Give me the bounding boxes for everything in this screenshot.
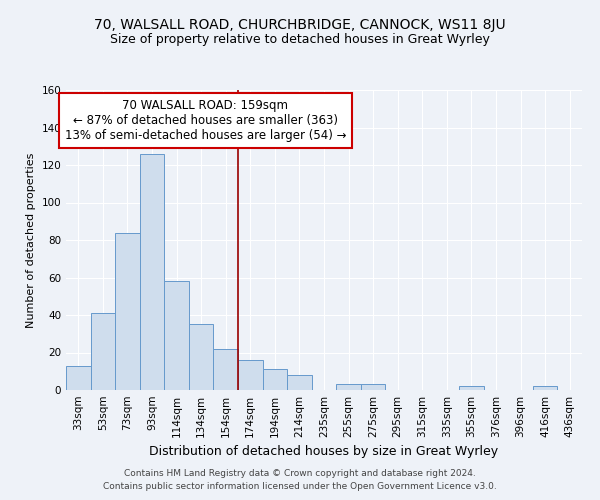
Bar [459,386,484,390]
Bar [287,375,312,390]
Bar [66,366,91,390]
Text: 70, WALSALL ROAD, CHURCHBRIDGE, CANNOCK, WS11 8JU: 70, WALSALL ROAD, CHURCHBRIDGE, CANNOCK,… [94,18,506,32]
Bar [91,313,115,390]
X-axis label: Distribution of detached houses by size in Great Wyrley: Distribution of detached houses by size … [149,446,499,458]
Bar [189,324,214,390]
Text: 70 WALSALL ROAD: 159sqm
← 87% of detached houses are smaller (363)
13% of semi-d: 70 WALSALL ROAD: 159sqm ← 87% of detache… [65,99,346,142]
Bar [238,360,263,390]
Text: Size of property relative to detached houses in Great Wyrley: Size of property relative to detached ho… [110,32,490,46]
Bar [214,349,238,390]
Bar [164,281,189,390]
Bar [115,232,140,390]
Bar [361,384,385,390]
Bar [140,154,164,390]
Y-axis label: Number of detached properties: Number of detached properties [26,152,36,328]
Bar [533,386,557,390]
Text: Contains HM Land Registry data © Crown copyright and database right 2024.: Contains HM Land Registry data © Crown c… [124,468,476,477]
Bar [263,370,287,390]
Text: Contains public sector information licensed under the Open Government Licence v3: Contains public sector information licen… [103,482,497,491]
Bar [336,384,361,390]
